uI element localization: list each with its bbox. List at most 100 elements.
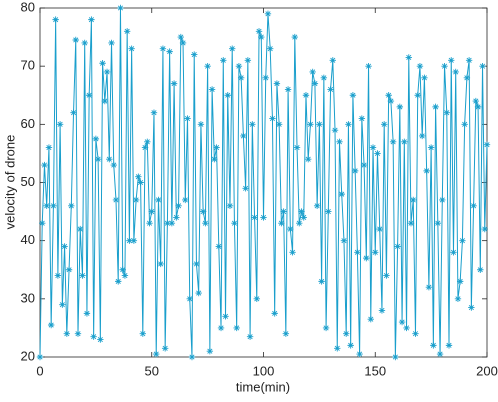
data-marker xyxy=(222,313,229,320)
data-marker xyxy=(199,208,207,215)
data-marker xyxy=(61,243,68,250)
data-marker xyxy=(135,173,142,180)
data-marker xyxy=(50,202,57,209)
data-marker xyxy=(423,167,430,175)
data-marker xyxy=(385,92,392,99)
x-tick-label: 200 xyxy=(476,363,498,378)
data-marker xyxy=(396,103,404,111)
data-marker xyxy=(258,33,265,41)
data-marker xyxy=(173,214,180,221)
data-marker xyxy=(432,103,439,111)
data-marker xyxy=(99,60,106,67)
data-marker xyxy=(164,220,171,227)
data-marker xyxy=(126,237,133,244)
data-marker xyxy=(267,45,274,52)
data-marker xyxy=(215,243,222,250)
data-marker xyxy=(439,196,446,204)
data-marker xyxy=(132,196,140,204)
data-marker xyxy=(291,33,298,41)
y-tick-label: 20 xyxy=(21,348,35,363)
data-marker xyxy=(36,353,44,361)
data-marker xyxy=(208,86,216,93)
data-marker xyxy=(472,97,480,105)
data-marker xyxy=(394,243,401,250)
y-tick-label: 30 xyxy=(21,290,35,305)
data-marker xyxy=(85,92,93,99)
data-marker xyxy=(269,115,276,122)
data-marker xyxy=(367,315,374,323)
data-marker xyxy=(128,45,135,52)
data-marker xyxy=(45,144,53,151)
data-marker xyxy=(157,260,164,268)
y-tick-label: 50 xyxy=(21,174,35,189)
data-marker xyxy=(271,310,278,317)
data-marker xyxy=(356,350,363,358)
data-marker xyxy=(376,225,383,233)
data-marker xyxy=(275,121,283,128)
data-marker xyxy=(81,39,88,47)
data-marker xyxy=(43,202,50,209)
data-marker xyxy=(94,156,102,163)
data-marker xyxy=(63,330,71,337)
data-marker xyxy=(52,16,59,23)
data-marker xyxy=(345,121,352,128)
data-marker xyxy=(249,121,256,128)
data-marker xyxy=(103,68,111,76)
data-marker xyxy=(336,138,343,145)
data-marker xyxy=(56,121,64,128)
data-marker xyxy=(389,138,397,145)
data-marker xyxy=(305,156,312,163)
data-marker xyxy=(184,115,191,122)
data-marker xyxy=(110,161,117,169)
data-marker xyxy=(41,161,48,169)
data-marker xyxy=(193,260,200,268)
data-marker xyxy=(414,92,421,99)
data-marker xyxy=(47,321,55,329)
data-marker xyxy=(191,51,198,58)
y-axis-label: velocity of drone xyxy=(2,135,17,230)
data-marker xyxy=(260,214,267,221)
data-marker xyxy=(425,284,433,291)
x-axis-label: time(min) xyxy=(236,379,290,394)
data-marker xyxy=(298,208,305,215)
data-marker xyxy=(327,86,334,93)
data-marker xyxy=(331,126,339,134)
data-marker xyxy=(72,36,79,44)
data-marker xyxy=(244,57,252,64)
data-marker xyxy=(374,150,381,157)
data-marker xyxy=(68,202,75,209)
data-marker xyxy=(401,138,408,145)
data-marker xyxy=(380,121,388,128)
y-tick-label: 40 xyxy=(21,232,35,247)
data-marker xyxy=(474,103,482,111)
data-marker xyxy=(421,74,428,81)
data-marker xyxy=(320,74,328,81)
data-marker xyxy=(159,45,167,52)
data-marker xyxy=(65,266,73,273)
data-marker xyxy=(206,347,214,355)
data-marker xyxy=(83,310,91,317)
data-marker xyxy=(483,141,491,148)
data-marker xyxy=(182,196,189,204)
data-marker xyxy=(477,266,484,273)
data-marker xyxy=(289,249,296,256)
data-marker xyxy=(233,324,240,332)
data-marker xyxy=(168,220,176,227)
data-marker xyxy=(213,144,220,151)
data-marker xyxy=(443,109,450,116)
data-marker xyxy=(452,68,459,76)
data-marker xyxy=(468,304,475,311)
data-marker xyxy=(211,156,218,163)
data-marker xyxy=(231,220,238,227)
x-tick-label: 50 xyxy=(145,363,159,378)
x-tick-label: 100 xyxy=(253,363,275,378)
data-marker xyxy=(139,330,147,337)
data-marker xyxy=(347,342,354,349)
data-marker xyxy=(407,220,415,227)
data-marker xyxy=(141,144,149,151)
data-marker xyxy=(434,220,442,227)
data-marker xyxy=(378,307,386,314)
data-marker xyxy=(383,272,390,279)
data-marker xyxy=(242,185,249,192)
data-marker xyxy=(148,208,155,215)
